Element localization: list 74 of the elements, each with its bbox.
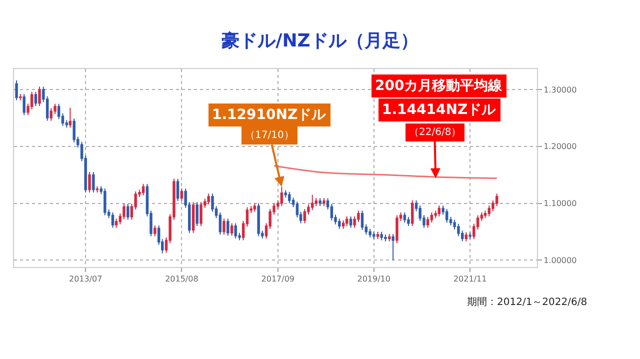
x-tick-label: 2015/08 bbox=[165, 274, 198, 284]
chart-title: 豪ドル/NZドル（月足） bbox=[220, 30, 418, 52]
candlestick bbox=[314, 198, 318, 207]
candlestick bbox=[200, 202, 202, 227]
x-tick-label: 2013/07 bbox=[68, 274, 102, 284]
candlestick bbox=[438, 205, 441, 217]
candlestick bbox=[192, 202, 195, 234]
candlestick bbox=[226, 218, 230, 236]
candlestick bbox=[68, 107, 72, 128]
candlestick bbox=[288, 191, 291, 204]
candlestick bbox=[96, 186, 99, 193]
candlestick bbox=[468, 232, 472, 240]
candlestick bbox=[380, 231, 383, 241]
x-tick-label: 2017/09 bbox=[261, 274, 295, 284]
candlestick bbox=[411, 200, 414, 227]
candlestick bbox=[257, 202, 260, 237]
candlestick bbox=[426, 216, 430, 228]
candlestick bbox=[104, 188, 106, 216]
candlestick bbox=[495, 193, 498, 207]
y-tick-label: 1.00000 bbox=[544, 256, 577, 265]
candlestick bbox=[368, 228, 372, 238]
candlestick bbox=[388, 234, 391, 242]
annotation: 1.14414NZドル bbox=[382, 102, 497, 118]
candlestick bbox=[230, 222, 234, 236]
annotation: （17/10） bbox=[245, 130, 294, 141]
candlestick bbox=[280, 186, 284, 207]
candlestick bbox=[22, 94, 26, 116]
candlestick bbox=[180, 188, 184, 202]
x-tick-label: 2021/11 bbox=[453, 274, 487, 284]
candlestick bbox=[349, 216, 352, 228]
candlestick bbox=[234, 222, 237, 240]
candlestick bbox=[303, 208, 306, 224]
candlestick bbox=[464, 232, 468, 242]
candlestick bbox=[92, 171, 95, 193]
candlestick bbox=[384, 234, 387, 242]
annotation: 1.12910NZドル bbox=[212, 107, 327, 123]
candlestick bbox=[176, 178, 180, 202]
candlestick bbox=[154, 224, 156, 237]
candlestick bbox=[222, 218, 226, 236]
candlestick bbox=[50, 108, 52, 122]
candlestick bbox=[19, 94, 22, 101]
candlestick bbox=[318, 198, 322, 207]
candlestick bbox=[407, 216, 410, 227]
candlestick bbox=[253, 202, 256, 212]
y-tick-label: 1.20000 bbox=[544, 142, 577, 152]
text: 期間：2012/1～2022/6/8 bbox=[467, 296, 588, 308]
candlestick bbox=[342, 220, 345, 230]
candlestick bbox=[392, 234, 394, 261]
candlestick bbox=[207, 193, 210, 205]
candlestick bbox=[34, 91, 38, 106]
candlestick bbox=[38, 86, 41, 106]
candlestick bbox=[126, 203, 130, 220]
candlestick bbox=[88, 171, 91, 193]
candlestick bbox=[376, 231, 380, 240]
candlestick bbox=[396, 214, 398, 244]
candlestick bbox=[196, 202, 198, 227]
candlestick bbox=[142, 183, 145, 196]
candlestick bbox=[360, 210, 364, 231]
line-series bbox=[273, 164, 498, 179]
candlestick bbox=[338, 218, 341, 230]
candlestick bbox=[322, 198, 326, 207]
y-tick-label: 1.30000 bbox=[544, 85, 577, 94]
candlestick bbox=[445, 208, 448, 224]
candlestick bbox=[430, 212, 434, 224]
candlestick bbox=[15, 80, 18, 101]
candlestick bbox=[311, 194, 314, 211]
y-tick-label: 1.10000 bbox=[544, 199, 577, 208]
candlestick bbox=[372, 231, 376, 240]
annotation: 200カ月移動平均線 bbox=[375, 78, 504, 94]
candlestick bbox=[403, 212, 406, 224]
candlestick bbox=[111, 212, 114, 228]
annotation: （22/6/8） bbox=[409, 127, 462, 138]
candlestick bbox=[345, 216, 348, 227]
x-tick-label: 2019/10 bbox=[357, 274, 390, 284]
